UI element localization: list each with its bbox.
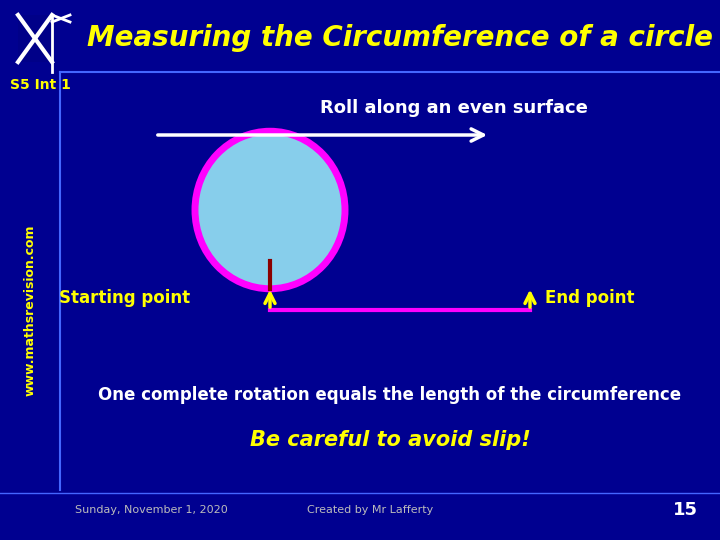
Text: One complete rotation equals the length of the circumference: One complete rotation equals the length … bbox=[99, 386, 682, 404]
Text: Be careful to avoid slip!: Be careful to avoid slip! bbox=[250, 430, 531, 450]
Text: www.mathsrevision.com: www.mathsrevision.com bbox=[24, 224, 37, 396]
Text: Measuring the Circumference of a circle: Measuring the Circumference of a circle bbox=[87, 24, 713, 52]
Text: Starting point: Starting point bbox=[59, 289, 190, 307]
Text: Roll along an even surface: Roll along an even surface bbox=[320, 99, 588, 117]
Bar bbox=[18, 15, 52, 62]
Text: Created by Mr Lafferty: Created by Mr Lafferty bbox=[307, 505, 433, 515]
Text: Sunday, November 1, 2020: Sunday, November 1, 2020 bbox=[75, 505, 228, 515]
Text: End point: End point bbox=[545, 289, 634, 307]
Text: S5 Int 1: S5 Int 1 bbox=[10, 78, 71, 92]
Ellipse shape bbox=[195, 131, 345, 289]
Text: 15: 15 bbox=[672, 501, 698, 519]
